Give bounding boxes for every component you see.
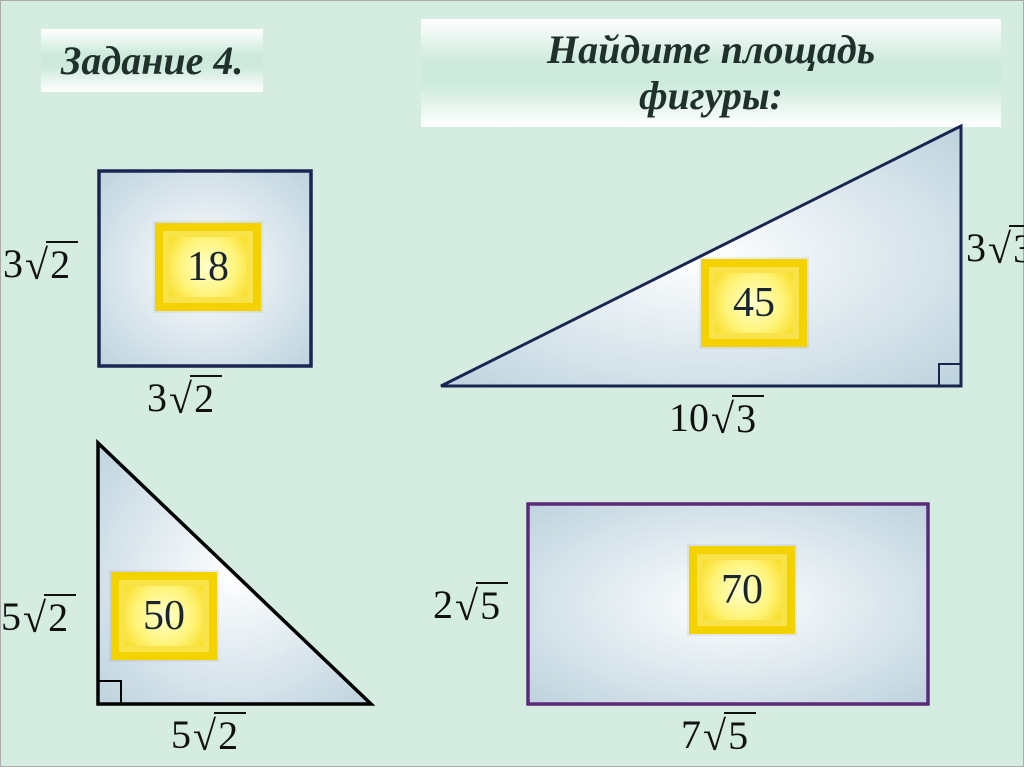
- answer-value: 70: [721, 566, 763, 614]
- coef: 5: [171, 711, 191, 758]
- radical-icon: √ 5: [455, 582, 508, 628]
- answer-value: 45: [733, 279, 775, 327]
- answer-badge-triangle-right: 45: [701, 259, 807, 347]
- radical-icon: √ 2: [25, 241, 78, 287]
- page-canvas: Задание 4. Найдите площадь фигуры: 3 √ 2: [0, 0, 1024, 767]
- coef: 3: [966, 224, 986, 271]
- square-bottom-label: 3 √ 2: [147, 374, 222, 421]
- coef: 7: [681, 711, 701, 758]
- square-left-label: 3 √ 2: [3, 240, 78, 287]
- answer-badge-square: 18: [155, 223, 261, 311]
- figure-triangle-right: [441, 126, 961, 386]
- coef: 5: [1, 593, 21, 640]
- answer-badge-triangle-left: 50: [111, 572, 217, 660]
- coef: 10: [669, 394, 709, 441]
- radical-icon: √ 3: [711, 395, 764, 441]
- coef: 3: [147, 374, 167, 421]
- radical-icon: √ 2: [169, 375, 222, 421]
- triangle-left-bottom-label: 5 √ 2: [171, 711, 246, 758]
- triangle-right-side-label: 3 √ 3: [966, 224, 1024, 271]
- triangle-left-side-label: 5 √ 2: [1, 593, 76, 640]
- coef: 3: [3, 240, 23, 287]
- answer-value: 50: [143, 592, 185, 640]
- rectangle-left-label: 2 √ 5: [433, 581, 508, 628]
- triangle-right-bottom-label: 10 √ 3: [669, 394, 764, 441]
- radical-icon: √ 5: [703, 712, 756, 758]
- radical-icon: √ 2: [193, 712, 246, 758]
- answer-value: 18: [187, 243, 229, 291]
- radical-icon: √ 2: [23, 594, 76, 640]
- radical-icon: √ 3: [988, 225, 1024, 271]
- rectangle-bottom-label: 7 √ 5: [681, 711, 756, 758]
- coef: 2: [433, 581, 453, 628]
- answer-badge-rectangle: 70: [689, 546, 795, 634]
